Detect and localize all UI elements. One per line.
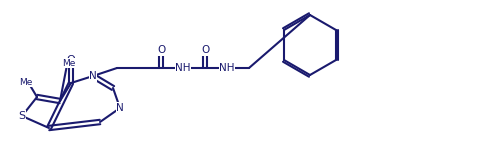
Text: O: O bbox=[157, 45, 165, 55]
Text: O: O bbox=[67, 55, 75, 65]
Text: NH: NH bbox=[219, 63, 235, 73]
Text: N: N bbox=[89, 71, 97, 81]
Text: Me: Me bbox=[62, 59, 75, 67]
Text: N: N bbox=[116, 103, 124, 113]
Text: O: O bbox=[201, 45, 209, 55]
Text: S: S bbox=[19, 111, 25, 121]
Text: Me: Me bbox=[19, 77, 33, 86]
Text: NH: NH bbox=[175, 63, 191, 73]
